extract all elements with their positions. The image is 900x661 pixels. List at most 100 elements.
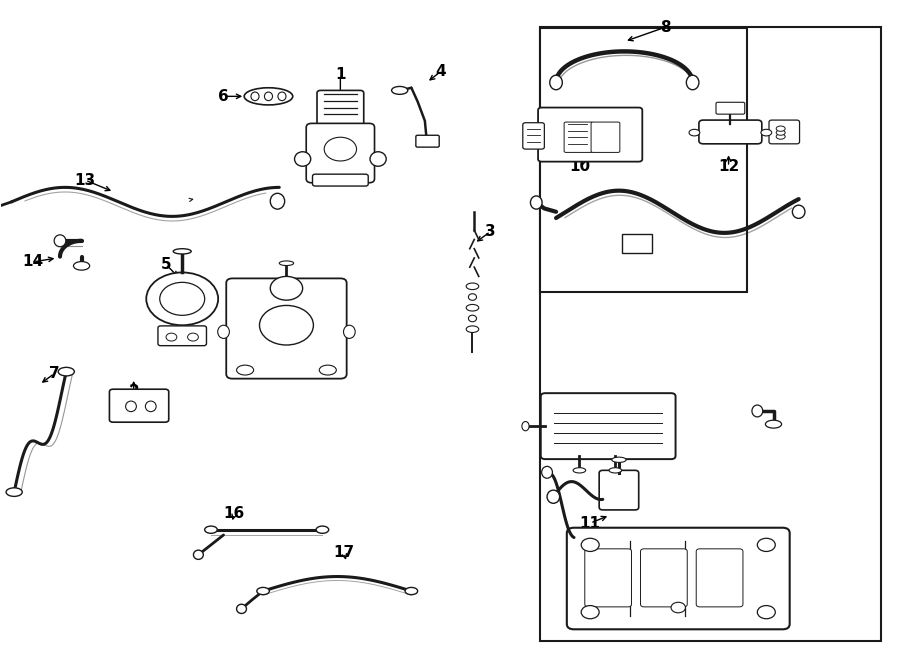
Ellipse shape bbox=[237, 365, 254, 375]
Ellipse shape bbox=[204, 526, 217, 533]
Text: 6: 6 bbox=[218, 89, 229, 104]
FancyBboxPatch shape bbox=[599, 471, 639, 510]
Ellipse shape bbox=[522, 422, 529, 431]
Ellipse shape bbox=[146, 401, 157, 412]
FancyBboxPatch shape bbox=[585, 549, 632, 607]
Circle shape bbox=[159, 282, 204, 315]
FancyBboxPatch shape bbox=[641, 549, 688, 607]
Ellipse shape bbox=[689, 130, 700, 136]
Circle shape bbox=[270, 276, 302, 300]
Text: 8: 8 bbox=[661, 20, 671, 34]
Circle shape bbox=[259, 305, 313, 345]
Ellipse shape bbox=[776, 130, 785, 136]
FancyBboxPatch shape bbox=[312, 174, 368, 186]
Ellipse shape bbox=[294, 152, 310, 167]
Ellipse shape bbox=[760, 130, 771, 136]
FancyBboxPatch shape bbox=[769, 120, 799, 144]
Text: 5: 5 bbox=[161, 257, 171, 272]
Ellipse shape bbox=[547, 490, 560, 503]
Ellipse shape bbox=[530, 196, 542, 209]
Ellipse shape bbox=[550, 75, 562, 90]
Text: 2: 2 bbox=[129, 383, 140, 399]
FancyBboxPatch shape bbox=[306, 124, 374, 182]
Text: 1: 1 bbox=[335, 67, 346, 82]
Ellipse shape bbox=[244, 88, 292, 105]
Ellipse shape bbox=[468, 293, 476, 300]
FancyBboxPatch shape bbox=[317, 91, 364, 132]
Ellipse shape bbox=[251, 92, 259, 100]
FancyBboxPatch shape bbox=[523, 123, 544, 149]
Text: 16: 16 bbox=[224, 506, 245, 522]
Ellipse shape bbox=[466, 283, 479, 290]
FancyBboxPatch shape bbox=[716, 102, 744, 114]
Ellipse shape bbox=[776, 134, 785, 139]
Ellipse shape bbox=[126, 401, 137, 412]
Circle shape bbox=[581, 605, 599, 619]
Text: 13: 13 bbox=[75, 173, 95, 188]
Text: 7: 7 bbox=[50, 366, 60, 381]
Text: 12: 12 bbox=[718, 159, 739, 175]
Circle shape bbox=[187, 333, 198, 341]
Ellipse shape bbox=[218, 325, 230, 338]
Ellipse shape bbox=[270, 193, 284, 209]
Ellipse shape bbox=[752, 405, 762, 417]
FancyBboxPatch shape bbox=[541, 393, 676, 459]
Ellipse shape bbox=[265, 92, 273, 100]
Ellipse shape bbox=[542, 467, 553, 479]
Ellipse shape bbox=[344, 325, 356, 338]
FancyBboxPatch shape bbox=[591, 122, 620, 153]
Circle shape bbox=[581, 538, 599, 551]
Text: 14: 14 bbox=[22, 254, 43, 270]
Ellipse shape bbox=[765, 420, 781, 428]
Circle shape bbox=[147, 272, 218, 325]
Ellipse shape bbox=[612, 457, 626, 463]
Text: 9: 9 bbox=[770, 542, 780, 557]
FancyBboxPatch shape bbox=[416, 136, 439, 147]
FancyBboxPatch shape bbox=[538, 108, 643, 162]
Ellipse shape bbox=[54, 235, 66, 247]
Text: 15: 15 bbox=[244, 360, 265, 375]
Ellipse shape bbox=[278, 92, 286, 100]
Ellipse shape bbox=[320, 365, 337, 375]
Text: 10: 10 bbox=[570, 159, 591, 175]
Circle shape bbox=[757, 538, 775, 551]
FancyBboxPatch shape bbox=[567, 527, 789, 629]
Ellipse shape bbox=[609, 468, 622, 473]
Ellipse shape bbox=[405, 588, 418, 595]
Bar bbox=[540, 28, 746, 292]
Circle shape bbox=[166, 333, 176, 341]
Text: 3: 3 bbox=[485, 224, 496, 239]
Ellipse shape bbox=[74, 262, 90, 270]
FancyBboxPatch shape bbox=[564, 122, 593, 153]
Text: 17: 17 bbox=[333, 545, 355, 561]
FancyBboxPatch shape bbox=[699, 120, 761, 144]
Ellipse shape bbox=[468, 315, 476, 322]
FancyBboxPatch shape bbox=[110, 389, 168, 422]
Ellipse shape bbox=[173, 249, 191, 254]
Ellipse shape bbox=[194, 550, 203, 559]
Circle shape bbox=[671, 602, 686, 613]
Bar bbox=[540, 27, 881, 641]
FancyBboxPatch shape bbox=[226, 278, 346, 379]
Ellipse shape bbox=[573, 468, 586, 473]
Ellipse shape bbox=[316, 526, 328, 533]
Text: 4: 4 bbox=[436, 63, 446, 79]
Ellipse shape bbox=[237, 604, 247, 613]
Ellipse shape bbox=[279, 261, 293, 266]
Text: 11: 11 bbox=[580, 516, 600, 531]
Ellipse shape bbox=[370, 152, 386, 167]
FancyBboxPatch shape bbox=[697, 549, 742, 607]
Ellipse shape bbox=[392, 87, 408, 95]
Ellipse shape bbox=[466, 326, 479, 332]
Ellipse shape bbox=[776, 126, 785, 132]
Ellipse shape bbox=[687, 75, 699, 90]
Ellipse shape bbox=[256, 588, 269, 595]
Ellipse shape bbox=[792, 205, 805, 218]
Ellipse shape bbox=[6, 488, 23, 496]
FancyBboxPatch shape bbox=[158, 326, 206, 346]
Circle shape bbox=[757, 605, 775, 619]
Circle shape bbox=[324, 137, 356, 161]
Ellipse shape bbox=[466, 305, 479, 311]
Ellipse shape bbox=[58, 368, 75, 376]
FancyBboxPatch shape bbox=[622, 233, 652, 253]
